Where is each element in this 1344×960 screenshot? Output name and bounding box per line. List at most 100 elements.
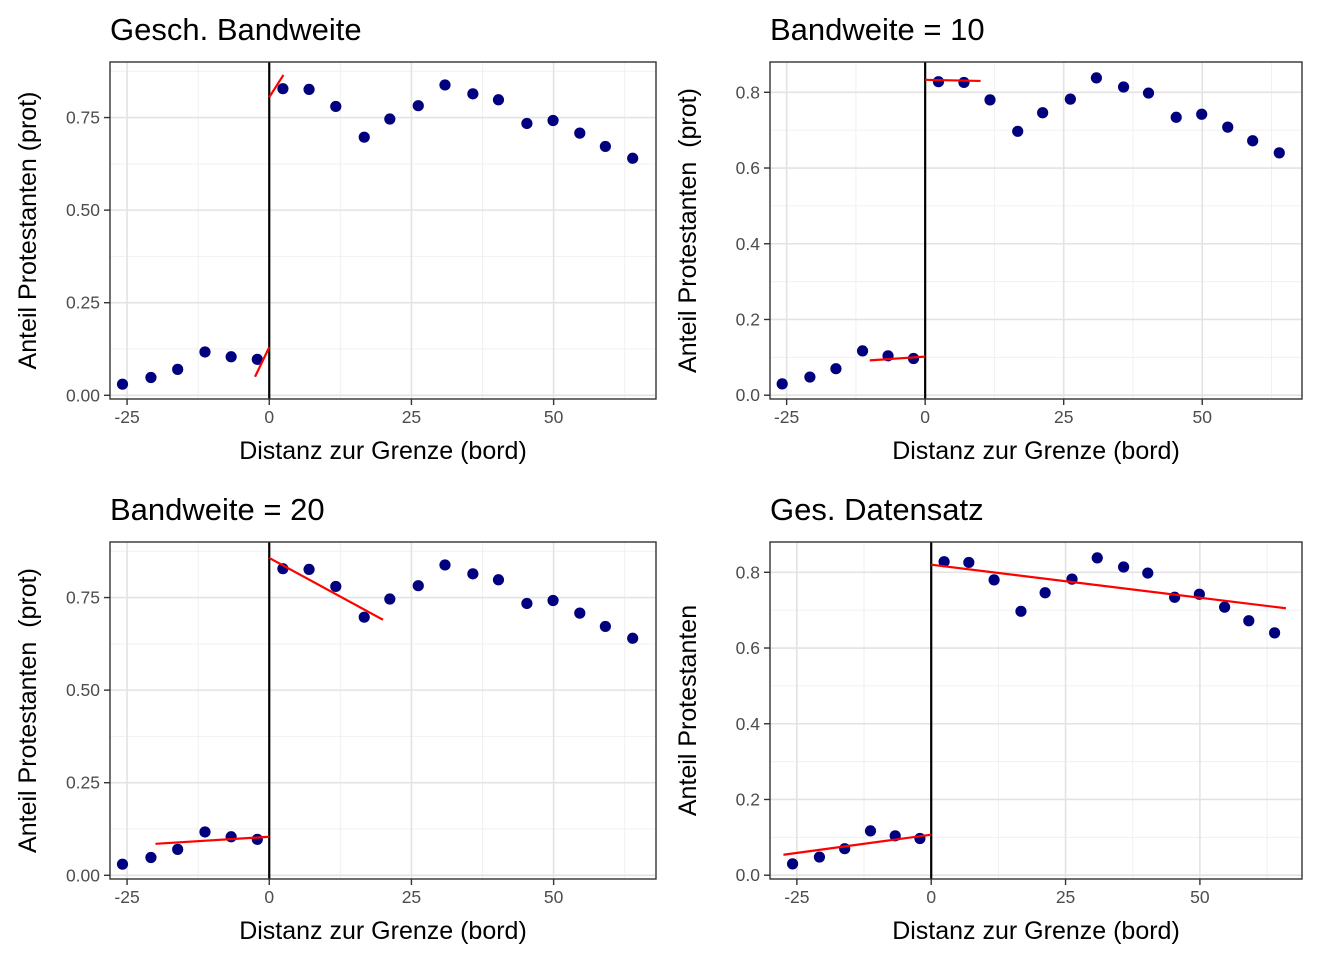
x-tick-label: 0: [920, 407, 930, 427]
data-point: [251, 353, 263, 365]
data-point: [1037, 107, 1049, 119]
data-point: [599, 140, 611, 153]
data-point: [938, 556, 950, 568]
data-point: [1039, 587, 1051, 599]
data-point: [439, 79, 451, 91]
y-axis-label: Anteil Protestanten (prot): [674, 88, 702, 373]
x-tick-label: -25: [114, 407, 139, 427]
data-point: [521, 597, 533, 610]
y-axis-label: Anteil Protestanten (prot): [14, 92, 42, 370]
data-point: [1091, 552, 1103, 564]
fit-line: [925, 78, 981, 83]
data-point: [1196, 108, 1208, 120]
panel-border: [769, 541, 1303, 880]
x-tick-label: 25: [402, 407, 421, 427]
data-point: [439, 559, 451, 571]
x-tick-label: 50: [1193, 407, 1213, 427]
data-point: [914, 832, 926, 845]
data-point: [1090, 72, 1103, 84]
data-point: [984, 94, 996, 106]
y-tick-label: 0.50: [66, 680, 100, 700]
data-point: [251, 833, 263, 845]
x-tick-label: -25: [784, 887, 809, 907]
fit-line: [254, 346, 271, 378]
chart-title: Gesch. Bandweite: [110, 12, 362, 47]
chart-title: Bandweite = 20: [110, 492, 325, 527]
x-tick-label: 25: [1056, 887, 1075, 907]
data-point: [199, 826, 211, 838]
data-point: [277, 83, 289, 95]
data-point: [1268, 627, 1281, 639]
data-point: [145, 851, 157, 864]
panel-background: [110, 62, 656, 399]
y-tick-label: 0.00: [66, 865, 100, 885]
x-axis-label: Distanz zur Grenze (bord): [892, 437, 1180, 465]
data-point: [1142, 567, 1154, 579]
data-point: [1117, 81, 1130, 93]
x-tick-label: 25: [402, 887, 421, 907]
x-tick-label: 0: [926, 887, 936, 907]
data-point: [467, 88, 479, 100]
data-point: [1222, 121, 1234, 133]
data-point: [1015, 605, 1027, 617]
data-point: [547, 594, 559, 607]
data-point: [1273, 147, 1285, 159]
data-point: [963, 556, 975, 569]
data-point: [1219, 601, 1231, 613]
data-point: [932, 76, 945, 88]
y-axis-label: Anteil Protestanten (prot): [14, 568, 42, 853]
data-point: [492, 574, 505, 586]
data-point: [358, 131, 370, 143]
chart-title: Ges. Datensatz: [770, 492, 984, 527]
fit-line: [783, 833, 932, 856]
y-axis-label: Anteil Protestanten: [674, 605, 702, 816]
panel-background: [770, 62, 1302, 399]
panel-4: -25 0 25 50 0.0 0.2 0.4 0.6 0.8 Ges. Datensatz Dis…: [674, 492, 1303, 945]
y-tick-label: 0.4: [736, 714, 761, 734]
data-point: [1064, 93, 1076, 105]
x-axis-label: Distanz zur Grenze (bord): [239, 437, 527, 465]
x-tick-label: 25: [1054, 407, 1073, 427]
data-point: [303, 563, 315, 576]
y-tick-label: 0.4: [736, 234, 761, 254]
data-point: [1012, 125, 1024, 137]
fit-line: [155, 835, 270, 845]
y-tick-label: 0.75: [66, 588, 100, 608]
data-point: [1117, 561, 1130, 573]
x-axis-label: Distanz zur Grenze (bord): [239, 917, 527, 945]
data-point: [864, 825, 877, 837]
data-point: [172, 843, 184, 855]
y-tick-label: 0.25: [66, 773, 100, 793]
y-tick-label: 0.2: [736, 309, 760, 329]
data-point: [412, 100, 424, 112]
data-point: [830, 363, 842, 375]
data-point: [467, 568, 479, 580]
y-tick-label: 0.0: [736, 385, 761, 405]
data-point: [627, 632, 639, 644]
data-point: [574, 127, 586, 139]
panel-2: -25 0 25 50 0.0 0.2 0.4 0.6 0.8 Bandweite = 10 Dis…: [674, 12, 1303, 465]
x-tick-label: 0: [264, 887, 274, 907]
data-point: [1243, 615, 1255, 627]
data-point: [988, 574, 1000, 586]
x-tick-label: 50: [544, 407, 564, 427]
fit-line: [931, 563, 1287, 610]
x-tick-label: -25: [114, 887, 139, 907]
data-point: [145, 371, 157, 384]
y-tick-label: 0.00: [66, 385, 100, 405]
data-point: [958, 76, 970, 89]
data-point: [804, 371, 816, 383]
fit-line: [869, 355, 926, 362]
x-tick-label: 50: [544, 887, 564, 907]
y-tick-label: 0.6: [736, 638, 760, 658]
x-tick-label: 0: [264, 407, 274, 427]
fit-line: [268, 556, 384, 621]
data-point: [839, 843, 851, 855]
data-point: [116, 858, 129, 870]
y-tick-label: 0.50: [66, 200, 100, 220]
panel-background: [110, 542, 656, 879]
data-point: [116, 378, 129, 390]
data-point: [225, 831, 237, 843]
data-point: [786, 858, 799, 870]
data-point: [776, 378, 788, 390]
